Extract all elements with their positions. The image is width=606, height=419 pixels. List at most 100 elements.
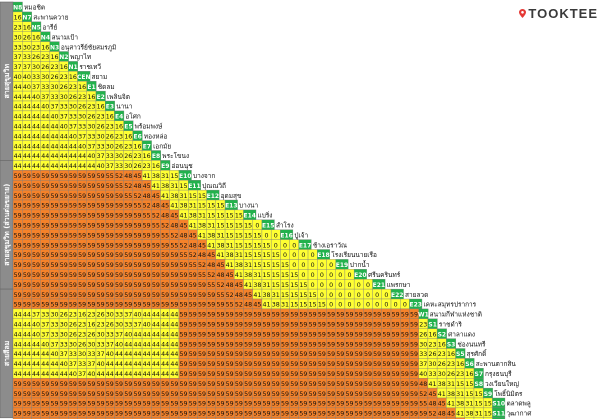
fare-cell: 59	[390, 387, 401, 399]
svg-text:59: 59	[410, 381, 418, 388]
fare-cell: 33	[105, 150, 115, 161]
svg-text:59: 59	[69, 213, 77, 220]
svg-text:E21: E21	[373, 282, 385, 289]
svg-text:59: 59	[32, 262, 40, 269]
fare-cell: 59	[243, 318, 253, 329]
svg-text:40: 40	[87, 371, 95, 378]
svg-text:59: 59	[170, 411, 178, 418]
fare-cell: 59	[188, 387, 198, 399]
svg-text:59: 59	[69, 391, 77, 398]
fare-cell: 15	[261, 269, 272, 280]
fare-cell: 59	[197, 407, 207, 418]
svg-text:15: 15	[226, 223, 234, 230]
fare-cell: 59	[261, 318, 272, 329]
svg-text:37: 37	[78, 371, 86, 378]
svg-text:59: 59	[161, 252, 169, 259]
fare-cell: 59	[307, 328, 318, 339]
fare-cell: 41	[197, 229, 207, 240]
fare-cell: 40	[40, 100, 51, 112]
svg-text:59: 59	[124, 213, 132, 220]
svg-text:59: 59	[318, 411, 326, 418]
fare-cell: 16	[31, 31, 41, 42]
svg-text:30: 30	[69, 104, 77, 111]
fare-cell: 59	[40, 269, 51, 280]
fare-cell: 59	[40, 417, 51, 419]
fare-cell: 59	[141, 279, 152, 290]
svg-text:E12: E12	[207, 193, 219, 200]
svg-text:59: 59	[133, 391, 141, 398]
fare-cell: 40	[31, 90, 41, 102]
svg-text:59: 59	[392, 391, 400, 398]
fare-cell: 59	[224, 368, 235, 379]
fare-cell: 38	[270, 298, 281, 310]
station-label: E17 ช้างเอราวัณ	[298, 239, 347, 250]
fare-cell: 59	[261, 387, 272, 399]
fare-cell: 23	[132, 150, 143, 161]
fare-cell: 59	[31, 378, 41, 389]
fare-cell: 33	[49, 90, 60, 102]
fare-cell: 37	[105, 160, 115, 171]
svg-text:59: 59	[207, 371, 215, 378]
svg-text:0: 0	[338, 282, 342, 289]
fare-cell: 59	[252, 417, 263, 419]
svg-text:59: 59	[263, 331, 271, 338]
svg-text:59: 59	[143, 381, 151, 388]
fare-cell: 59	[141, 249, 152, 260]
svg-text:59: 59	[382, 381, 390, 388]
svg-text:48: 48	[235, 292, 243, 299]
fare-cell: 52	[178, 239, 189, 250]
svg-text:59: 59	[133, 232, 141, 239]
fare-cell: 0	[280, 239, 290, 250]
svg-text:59: 59	[382, 371, 390, 378]
svg-text:59: 59	[299, 312, 307, 319]
svg-text:สุรศักดิ์: สุรศักดิ์	[467, 349, 488, 358]
svg-text:59: 59	[87, 381, 95, 388]
station-label: S9 โพธิ์นิมิตร	[483, 387, 523, 399]
svg-text:59: 59	[327, 322, 335, 329]
svg-text:59: 59	[410, 391, 418, 398]
svg-text:15: 15	[170, 173, 178, 180]
fare-cell: 16	[77, 81, 87, 92]
svg-text:59: 59	[272, 331, 280, 338]
svg-text:59: 59	[133, 401, 141, 408]
svg-text:38: 38	[244, 272, 252, 279]
svg-text:59: 59	[124, 292, 132, 299]
fare-cell: 59	[317, 368, 327, 379]
svg-text:44: 44	[106, 371, 114, 378]
fare-cell: 59	[363, 417, 373, 419]
fare-cell: 59	[12, 397, 23, 409]
fare-cell: 55	[114, 180, 124, 191]
fare-cell: 59	[114, 298, 124, 310]
fare-cell: 59	[77, 288, 87, 300]
svg-text:40: 40	[23, 74, 31, 81]
fare-cell: 59	[22, 279, 32, 290]
fare-cell: 59	[188, 308, 198, 319]
fare-cell: 59	[58, 219, 69, 230]
fare-cell: 59	[400, 387, 410, 399]
svg-text:44: 44	[23, 163, 31, 170]
fare-cell: 59	[22, 407, 32, 418]
svg-text:59: 59	[41, 183, 49, 190]
svg-text:59: 59	[226, 401, 234, 408]
fare-cell: 59	[206, 358, 217, 369]
svg-text:44: 44	[14, 143, 22, 150]
fare-cell: 59	[224, 318, 235, 329]
fare-cell: 26	[132, 160, 143, 171]
fare-cell: 59	[307, 308, 318, 319]
station-label: S3 ช่องนนทรี	[446, 338, 486, 349]
svg-text:37: 37	[50, 104, 58, 111]
svg-text:15: 15	[253, 242, 261, 249]
svg-text:59: 59	[78, 381, 86, 388]
fare-cell: 59	[197, 288, 207, 300]
fare-cell: 44	[160, 348, 170, 359]
fare-cell: 59	[344, 368, 355, 379]
svg-text:44: 44	[106, 361, 114, 368]
svg-text:23: 23	[133, 153, 141, 160]
fare-cell: 59	[353, 338, 364, 349]
fare-cell: 33	[86, 348, 97, 359]
fare-cell: 59	[58, 189, 69, 201]
fare-cell: 15	[483, 407, 493, 418]
svg-text:40: 40	[106, 351, 114, 358]
fare-cell: 59	[58, 387, 69, 399]
fare-cell: 55	[160, 229, 170, 240]
